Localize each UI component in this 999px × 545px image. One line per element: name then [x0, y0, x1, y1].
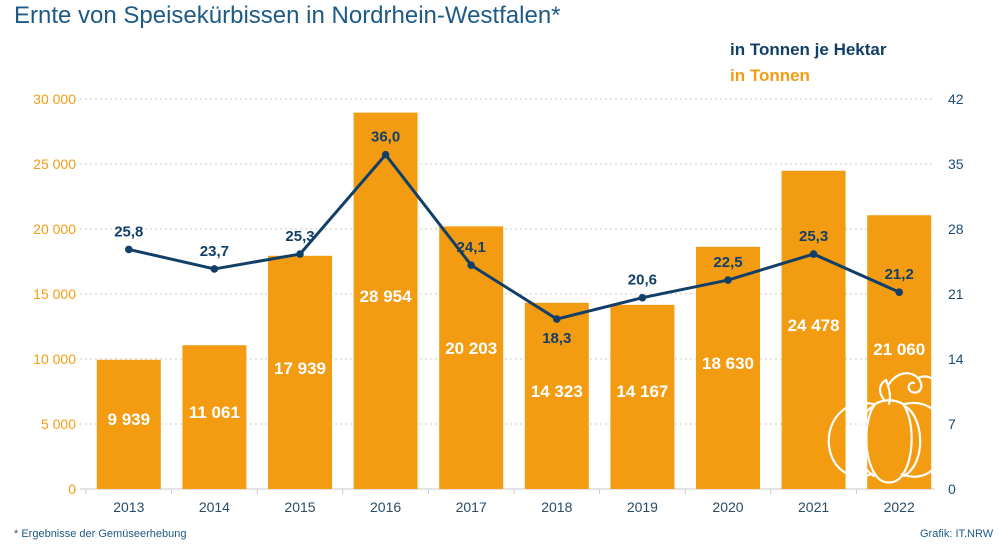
y-tick-label-right: 42: [948, 91, 964, 107]
bar: [353, 112, 418, 490]
x-tick-label: 2020: [712, 499, 743, 515]
line-point: [125, 245, 133, 254]
bar: [96, 359, 161, 489]
y-tick-label-right: 7: [948, 416, 956, 432]
x-tick-label: 2013: [113, 499, 144, 515]
x-tick-label: 2017: [456, 499, 487, 515]
line-point: [809, 250, 818, 258]
line-path: [128, 153, 900, 321]
line-point: [724, 276, 732, 284]
y-axis-left: 0 5 000 10 000 15 000 20 000 25 000 30 000: [33, 91, 76, 497]
bar: [781, 170, 846, 489]
line-value-label: 23,7: [200, 243, 229, 260]
line-value-label: 25,3: [285, 228, 314, 245]
x-tick-label: 2016: [370, 499, 401, 515]
bar-value-label: 14 167: [616, 382, 668, 401]
bar-value-label: 14 323: [531, 382, 583, 401]
y-axis-right: 0 7 14 21 28 35 42: [948, 91, 964, 497]
bar-value-label: 24 478: [788, 316, 840, 335]
x-tick-label: 2014: [199, 499, 230, 515]
x-tick-label: 2019: [627, 499, 658, 515]
line-value-label: 20,6: [628, 272, 657, 289]
pumpkin-icon: [827, 372, 947, 484]
bar: [610, 304, 675, 489]
y-tick-label-left: 30 000: [33, 91, 76, 107]
bar-value-label: 11 061: [189, 403, 240, 422]
line-value-label: 21,2: [885, 266, 914, 283]
y-tick-label-left: 20 000: [33, 221, 76, 237]
x-tick-label: 2015: [284, 499, 315, 515]
line-point: [467, 261, 476, 270]
y-tick-label-left: 5 000: [41, 416, 76, 432]
y-tick-label-right: 14: [948, 351, 964, 367]
bar: [182, 345, 247, 489]
line-point: [553, 315, 561, 323]
line-value-label: 25,8: [114, 223, 143, 240]
y-tick-label-right: 35: [948, 156, 964, 172]
y-tick-label-left: 15 000: [33, 286, 76, 302]
x-tick-label: 2018: [541, 499, 572, 515]
bar: [439, 226, 504, 489]
line-value-label: 24,1: [457, 239, 486, 256]
line-point: [296, 250, 304, 258]
line-value-label: 25,3: [799, 228, 828, 245]
y-tick-label-left: 25 000: [33, 156, 76, 172]
x-tick-label: 2022: [884, 499, 915, 515]
bar-value-label: 20 203: [445, 339, 497, 358]
bar: [696, 246, 760, 489]
bar-value-label: 28 954: [360, 287, 413, 306]
line-point: [638, 293, 647, 302]
legend-line-series: in Tonnen je Hektar: [730, 40, 887, 59]
footnote: * Ergebnisse der Gemüseerhebung: [14, 528, 187, 540]
line-value-label: 18,3: [542, 330, 571, 347]
bar-value-label: 9 939: [108, 410, 151, 429]
line-value-label: 22,5: [713, 254, 742, 271]
source-credit: Grafik: IT.NRW: [920, 528, 994, 540]
y-tick-label-right: 28: [948, 221, 964, 237]
bar: [268, 255, 332, 489]
bar-series: 9 939 11 061 17 939 28 954 20 203 14 323 14 16…: [96, 112, 932, 490]
bar-value-label: 17 939: [274, 359, 326, 378]
x-tick-label: 2021: [798, 499, 829, 515]
y-tick-label-right: 0: [948, 481, 956, 497]
y-tick-label-left: 10 000: [33, 351, 76, 367]
line-series: 25,8 23,7 25,3 36,0 24,1 18,3 20,6 22,5 25,3 21,2: [114, 129, 914, 347]
legend-bar-series: in Tonnen: [730, 66, 810, 85]
line-point: [210, 265, 219, 273]
y-tick-label-right: 21: [948, 286, 964, 302]
x-axis: 2013 2014 2015 2016 2017 2018 2019 2020 2021 2022: [85, 489, 915, 515]
bar: [524, 302, 589, 489]
chart-title: Ernte von Speisekürbissen in Nordrhein-W…: [14, 2, 561, 29]
y-tick-label-left: 0: [68, 481, 76, 497]
line-point: [381, 150, 390, 159]
line-value-label: 36,0: [371, 129, 400, 146]
bar-value-label: 18 630: [702, 354, 754, 373]
bar-value-label: 21 060: [873, 340, 925, 359]
line-point: [895, 288, 903, 296]
